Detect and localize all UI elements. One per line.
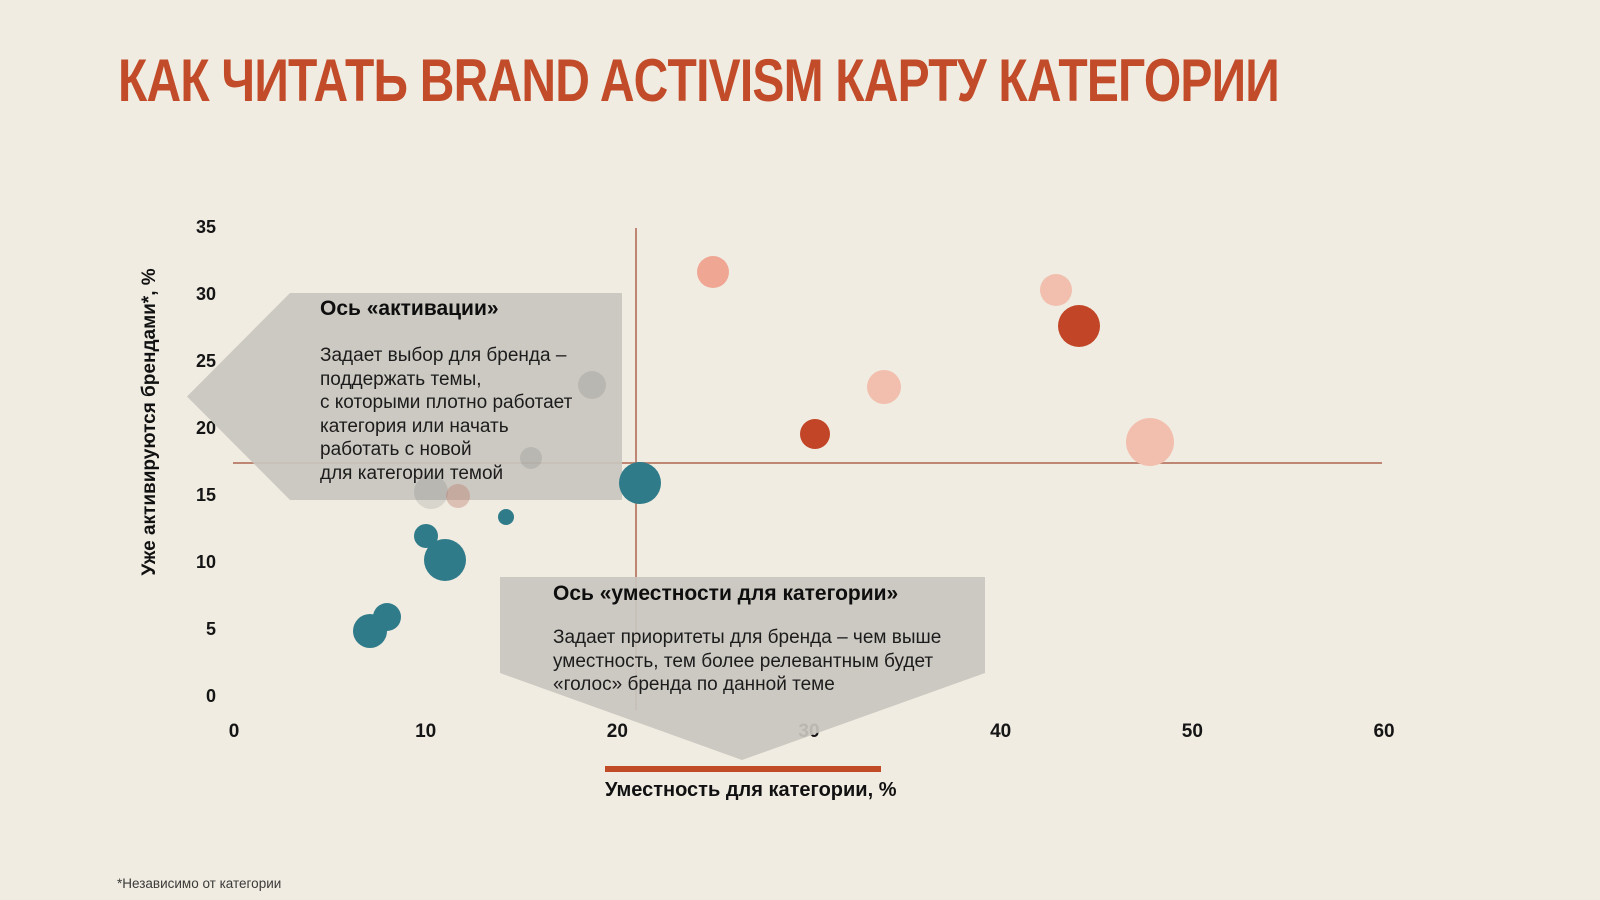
x-tick-label: 40: [990, 721, 1012, 742]
crosshair-horizontal-line: [233, 462, 1382, 464]
y-tick-label: 25: [195, 351, 216, 371]
footnote: *Независимо от категории: [117, 876, 282, 891]
x-axis-underline: [605, 766, 881, 772]
x-tick-label: 60: [1373, 721, 1395, 742]
bubble-muted_gray: [578, 370, 607, 399]
page-title: КАК ЧИТАТЬ BRAND ACTIVISM КАРТУ КАТЕГОРИ…: [118, 47, 1280, 114]
x-tick-label: 20: [606, 721, 628, 742]
x-tick-label: 0: [228, 721, 240, 742]
bubble-muted_gray: [414, 474, 449, 509]
y-tick-label: 35: [195, 217, 216, 237]
bubble-teal: [498, 509, 515, 526]
bubble-salmon: [697, 256, 730, 289]
bubble-pink: [866, 370, 901, 405]
y-tick-label: 0: [205, 686, 216, 706]
bubble-orange: [1058, 304, 1101, 347]
y-tick-label: 10: [195, 552, 216, 572]
y-tick-label: 5: [205, 619, 216, 639]
x-axis-title: Уместность для категории, %: [605, 779, 897, 801]
x-tick-label: 10: [415, 721, 437, 742]
relevance-callout-body: Задает приоритеты для бренда – чем выше …: [553, 627, 942, 695]
activation-callout-title: Ось «активации»: [320, 297, 499, 320]
y-tick-label: 15: [195, 485, 216, 505]
activation-callout-body: Задает выбор для бренда – поддержать тем…: [320, 345, 573, 484]
bubble-muted_gray: [520, 447, 543, 470]
activation-callout-arrow: [187, 293, 622, 500]
bubble-pink: [1126, 418, 1175, 467]
y-tick-label: 20: [195, 418, 216, 438]
bubble-teal: [619, 461, 662, 504]
x-tick-label: 50: [1181, 721, 1203, 742]
bubble-teal: [353, 614, 388, 649]
y-tick-label: 30: [195, 284, 216, 304]
bubble-muted_pink: [446, 484, 471, 508]
bubble-teal: [423, 539, 466, 582]
bubble-orange: [799, 419, 830, 450]
bubble-pink: [1040, 273, 1073, 306]
relevance-callout-title: Ось «уместности для категории»: [553, 582, 899, 605]
